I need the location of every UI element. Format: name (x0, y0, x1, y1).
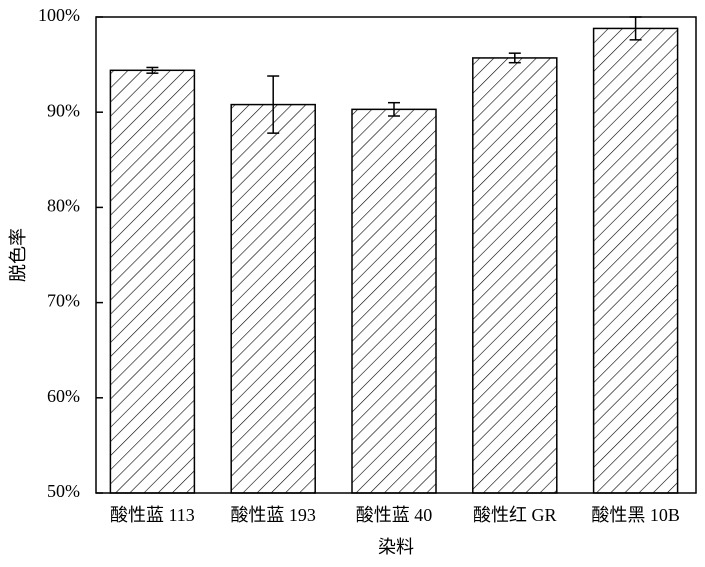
error-bar (267, 75, 280, 134)
x-axis-label: 染料 (378, 537, 414, 557)
x-tick-label: 酸性蓝 193 (230, 505, 316, 525)
y-tick-label: 90% (47, 100, 80, 120)
bar (109, 69, 196, 494)
y-axis-label: 脱色率 (8, 228, 28, 282)
error-bar (388, 101, 400, 117)
bar (351, 108, 437, 494)
bar (592, 27, 679, 494)
error-bar (146, 66, 159, 74)
y-tick-label: 100% (38, 5, 80, 25)
x-tick-label: 酸性红 GR (473, 505, 557, 525)
y-tick-label: 50% (47, 481, 80, 501)
y-tick-label: 60% (47, 386, 80, 406)
error-bar (629, 16, 642, 41)
y-tick-label: 70% (47, 291, 80, 311)
x-tick-label: 酸性蓝 40 (356, 505, 433, 525)
error-bar (508, 52, 521, 64)
x-tick-label: 酸性蓝 113 (110, 505, 195, 525)
x-tick-label: 酸性黑 10B (591, 505, 680, 525)
bar (230, 103, 316, 494)
y-tick-label: 80% (47, 196, 80, 216)
bar (472, 57, 558, 494)
